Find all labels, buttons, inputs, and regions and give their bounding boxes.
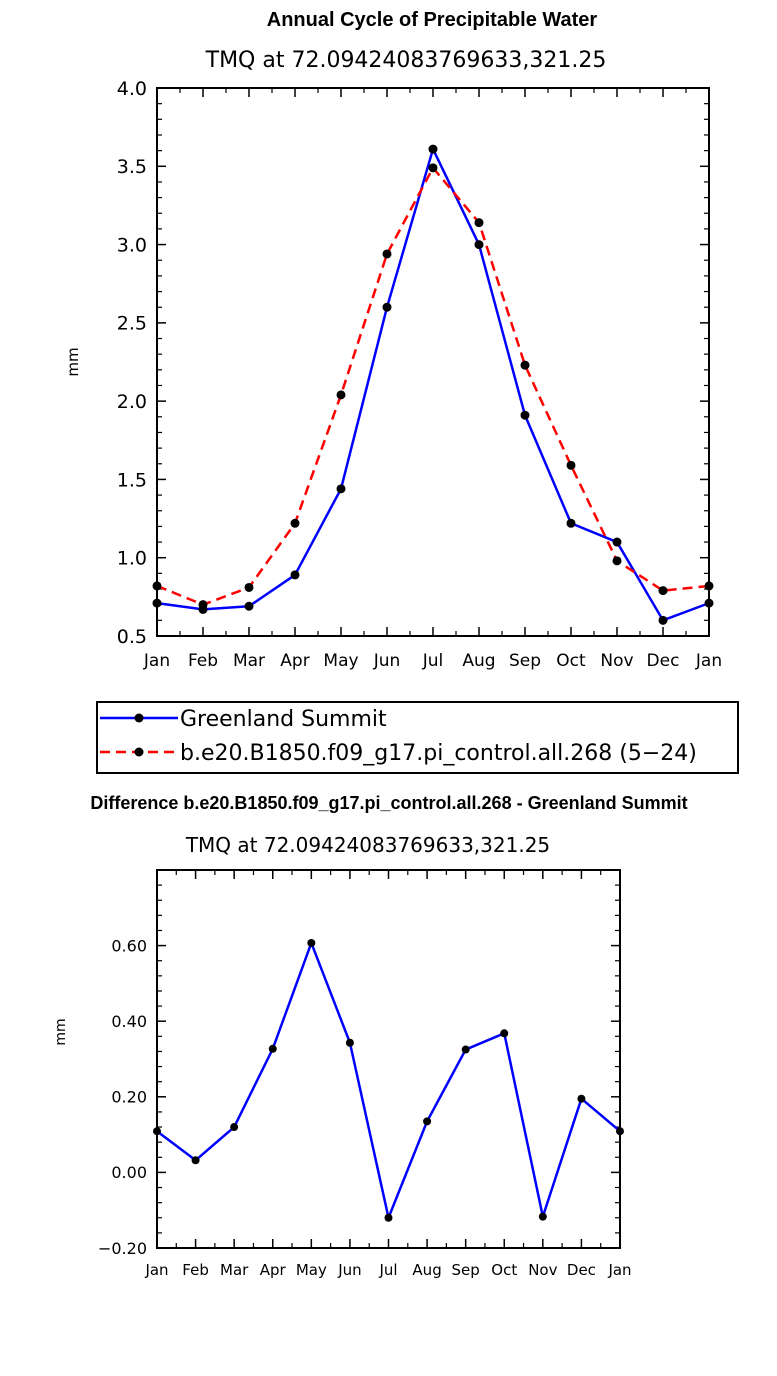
series-line-1 bbox=[156, 166, 710, 606]
data-point-series-0 bbox=[577, 1094, 586, 1103]
chart-difference: Difference b.e20.B1850.f09_g17.pi_contro… bbox=[53, 793, 688, 1279]
data-point-series-0 bbox=[307, 938, 316, 947]
chart1-legend: Greenland Summit b.e20.B1850.f09_g17.pi_… bbox=[96, 701, 739, 774]
series-line-0 bbox=[156, 147, 710, 622]
chart1-title: Annual Cycle of Precipitable Water bbox=[267, 9, 598, 31]
data-point-series-0 bbox=[423, 1117, 432, 1126]
data-point-series-0 bbox=[152, 598, 162, 608]
data-point-series-1 bbox=[520, 360, 530, 370]
data-point-series-0 bbox=[268, 1044, 277, 1053]
x-tick-label: Oct bbox=[491, 1261, 517, 1279]
x-tick-label: Nov bbox=[600, 651, 633, 671]
data-point-series-1 bbox=[290, 518, 300, 528]
y-tick-label: 3.0 bbox=[117, 234, 147, 256]
y-tick-label: 2.5 bbox=[117, 313, 147, 335]
x-tick-label: Nov bbox=[528, 1261, 557, 1279]
x-tick-label: Sep bbox=[509, 651, 541, 671]
data-point-series-1 bbox=[704, 581, 714, 591]
x-tick-label: Jan bbox=[144, 1261, 168, 1279]
y-tick-label: 3.5 bbox=[117, 156, 147, 178]
x-tick-label: Feb bbox=[182, 1261, 209, 1279]
data-point-series-1 bbox=[658, 586, 668, 596]
x-tick-label: Jun bbox=[373, 651, 401, 671]
data-point-series-0 bbox=[538, 1212, 547, 1221]
data-point-series-1 bbox=[244, 582, 254, 592]
legend-box bbox=[96, 701, 739, 774]
x-tick-label: Aug bbox=[412, 1261, 441, 1279]
y-tick-label: 4.0 bbox=[117, 78, 147, 100]
legend-label-model: b.e20.B1850.f09_g17.pi_control.all.268 (… bbox=[180, 741, 697, 766]
y-tick-label: 1.0 bbox=[117, 548, 147, 570]
x-tick-label: Mar bbox=[233, 651, 265, 671]
data-point-series-0 bbox=[500, 1029, 509, 1038]
y-tick-label: 0.40 bbox=[111, 1012, 147, 1031]
x-tick-label: Jan bbox=[607, 1261, 631, 1279]
chart2-ylabel: mm bbox=[53, 1018, 69, 1045]
y-tick-label: 0.5 bbox=[117, 626, 147, 648]
data-point-series-0 bbox=[566, 518, 576, 528]
data-point-series-0 bbox=[244, 601, 254, 611]
chart1-ylabel: mm bbox=[64, 347, 82, 376]
data-point-series-0 bbox=[704, 598, 714, 608]
legend-label-obs: Greenland Summit bbox=[180, 707, 387, 732]
legend-marker-obs bbox=[134, 713, 144, 723]
y-tick-label: 0.20 bbox=[111, 1088, 147, 1107]
x-tick-label: Feb bbox=[188, 651, 218, 671]
x-tick-label: Jun bbox=[337, 1261, 361, 1279]
data-point-series-0 bbox=[474, 240, 484, 250]
data-point-series-0 bbox=[153, 1127, 161, 1136]
y-tick-label: 2.0 bbox=[117, 391, 147, 413]
data-point-series-0 bbox=[345, 1038, 354, 1047]
chart1-plot-area: Jan Feb Mar Apr May Jun Jul Aug Sep Oct Nov Dec Jan 0… bbox=[117, 78, 722, 671]
data-point-series-0 bbox=[230, 1123, 239, 1132]
data-point-series-0 bbox=[612, 537, 622, 547]
y-tick-label: 1.5 bbox=[117, 469, 147, 491]
data-point-series-0 bbox=[658, 615, 668, 625]
data-point-series-1 bbox=[198, 600, 208, 610]
x-tick-label: Jan bbox=[695, 651, 722, 671]
data-point-series-0 bbox=[191, 1156, 200, 1165]
data-point-series-0 bbox=[428, 144, 438, 154]
legend-marker-model bbox=[134, 747, 144, 757]
y-tick-label: 0.00 bbox=[111, 1163, 147, 1182]
chart-annual-cycle: Annual Cycle of Precipitable Water TMQ a… bbox=[64, 9, 739, 774]
chart2-title: Difference b.e20.B1850.f09_g17.pi_contro… bbox=[90, 793, 687, 813]
x-tick-label: Jul bbox=[378, 1261, 397, 1279]
x-tick-label: Aug bbox=[462, 651, 495, 671]
x-tick-label: Dec bbox=[567, 1261, 596, 1279]
x-tick-label: Mar bbox=[220, 1261, 249, 1279]
x-tick-label: Apr bbox=[280, 651, 309, 671]
data-point-series-1 bbox=[566, 460, 576, 470]
x-tick-label: Oct bbox=[556, 651, 586, 671]
data-point-series-0 bbox=[384, 1213, 393, 1222]
chart1-subtitle: TMQ at 72.09424083769633,321.25 bbox=[205, 48, 607, 73]
x-tick-label: Jul bbox=[422, 651, 444, 671]
data-point-series-0 bbox=[461, 1045, 470, 1054]
data-point-series-0 bbox=[382, 302, 392, 312]
data-point-series-0 bbox=[616, 1127, 624, 1136]
data-point-series-1 bbox=[336, 390, 346, 400]
data-point-series-0 bbox=[336, 484, 346, 494]
x-tick-label: Jan bbox=[143, 651, 170, 671]
x-tick-label: Apr bbox=[260, 1261, 287, 1279]
x-tick-label: Dec bbox=[647, 651, 680, 671]
x-tick-label: May bbox=[296, 1261, 327, 1279]
data-point-series-1 bbox=[428, 163, 438, 173]
x-tick-label: May bbox=[323, 651, 358, 671]
data-point-series-1 bbox=[152, 581, 162, 591]
data-point-series-1 bbox=[474, 218, 484, 228]
data-point-series-1 bbox=[612, 556, 622, 566]
data-point-series-1 bbox=[382, 249, 392, 259]
y-tick-label: −0.20 bbox=[98, 1239, 147, 1258]
chart2-subtitle: TMQ at 72.09424083769633,321.25 bbox=[185, 833, 550, 857]
x-tick-label: Sep bbox=[452, 1261, 480, 1279]
data-point-series-0 bbox=[520, 410, 530, 420]
series-line-0 bbox=[156, 941, 621, 1220]
y-tick-label: 0.60 bbox=[111, 936, 147, 955]
chart2-plot-area: Jan Feb Mar Apr May Jun Jul Aug Sep Oct Nov Dec Jan −… bbox=[98, 869, 632, 1279]
data-point-series-0 bbox=[290, 570, 300, 580]
